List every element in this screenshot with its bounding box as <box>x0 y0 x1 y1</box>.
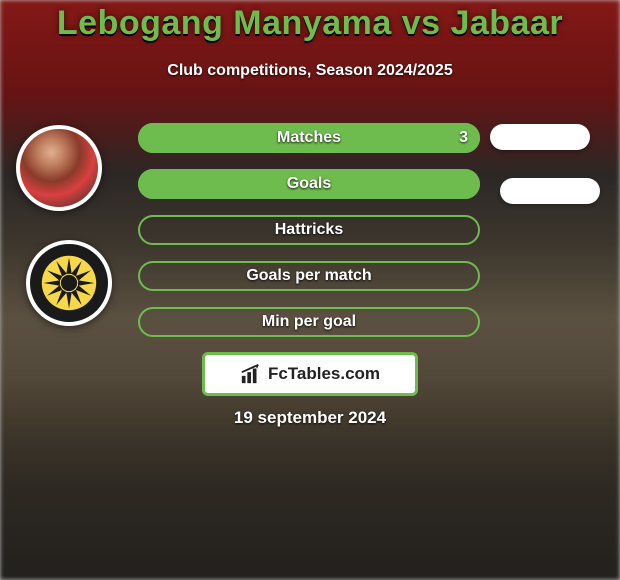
page-title: Lebogang Manyama vs Jabaar <box>0 4 620 43</box>
metric-label-wrap: Goals per match <box>138 261 480 291</box>
metric-label-wrap: Goals <box>138 169 480 199</box>
metric-label-wrap: Min per goal <box>138 307 480 337</box>
metric-label-wrap: Hattricks <box>138 215 480 245</box>
player-1-avatar <box>16 125 102 211</box>
metric-label-wrap: Matches <box>138 123 480 153</box>
metrics-column: Matches 3 Goals Hattricks Goals per match Min… <box>138 123 480 353</box>
generated-date: 19 september 2024 <box>0 408 620 428</box>
page-subtitle: Club competitions, Season 2024/2025 <box>0 62 620 80</box>
metric-row-hattricks: Hattricks <box>138 215 480 245</box>
metric-label: Min per goal <box>262 313 356 331</box>
metric-label: Goals per match <box>246 267 371 285</box>
metric-row-goals_per_match: Goals per match <box>138 261 480 291</box>
metric-value-player-1: 3 <box>459 123 468 153</box>
comparison-infographic: Lebogang Manyama vs Jabaar Club competit… <box>0 0 620 580</box>
metric-label: Goals <box>287 175 331 193</box>
branding-text: FcTables.com <box>268 364 380 384</box>
metric-label: Hattricks <box>275 221 343 239</box>
player-2-club-badge <box>26 240 112 326</box>
bar-chart-icon <box>240 363 262 385</box>
metric-row-goals: Goals <box>138 169 480 199</box>
club-badge-icon <box>30 244 108 322</box>
player-2-pill-goals <box>500 178 600 204</box>
metric-label: Matches <box>277 129 341 147</box>
branding-box: FcTables.com <box>202 352 418 396</box>
metric-row-matches: Matches 3 <box>138 123 480 153</box>
player-2-pill-matches <box>490 124 590 150</box>
metric-row-min_per_goal: Min per goal <box>138 307 480 337</box>
content-layer: Lebogang Manyama vs Jabaar Club competit… <box>0 0 620 580</box>
